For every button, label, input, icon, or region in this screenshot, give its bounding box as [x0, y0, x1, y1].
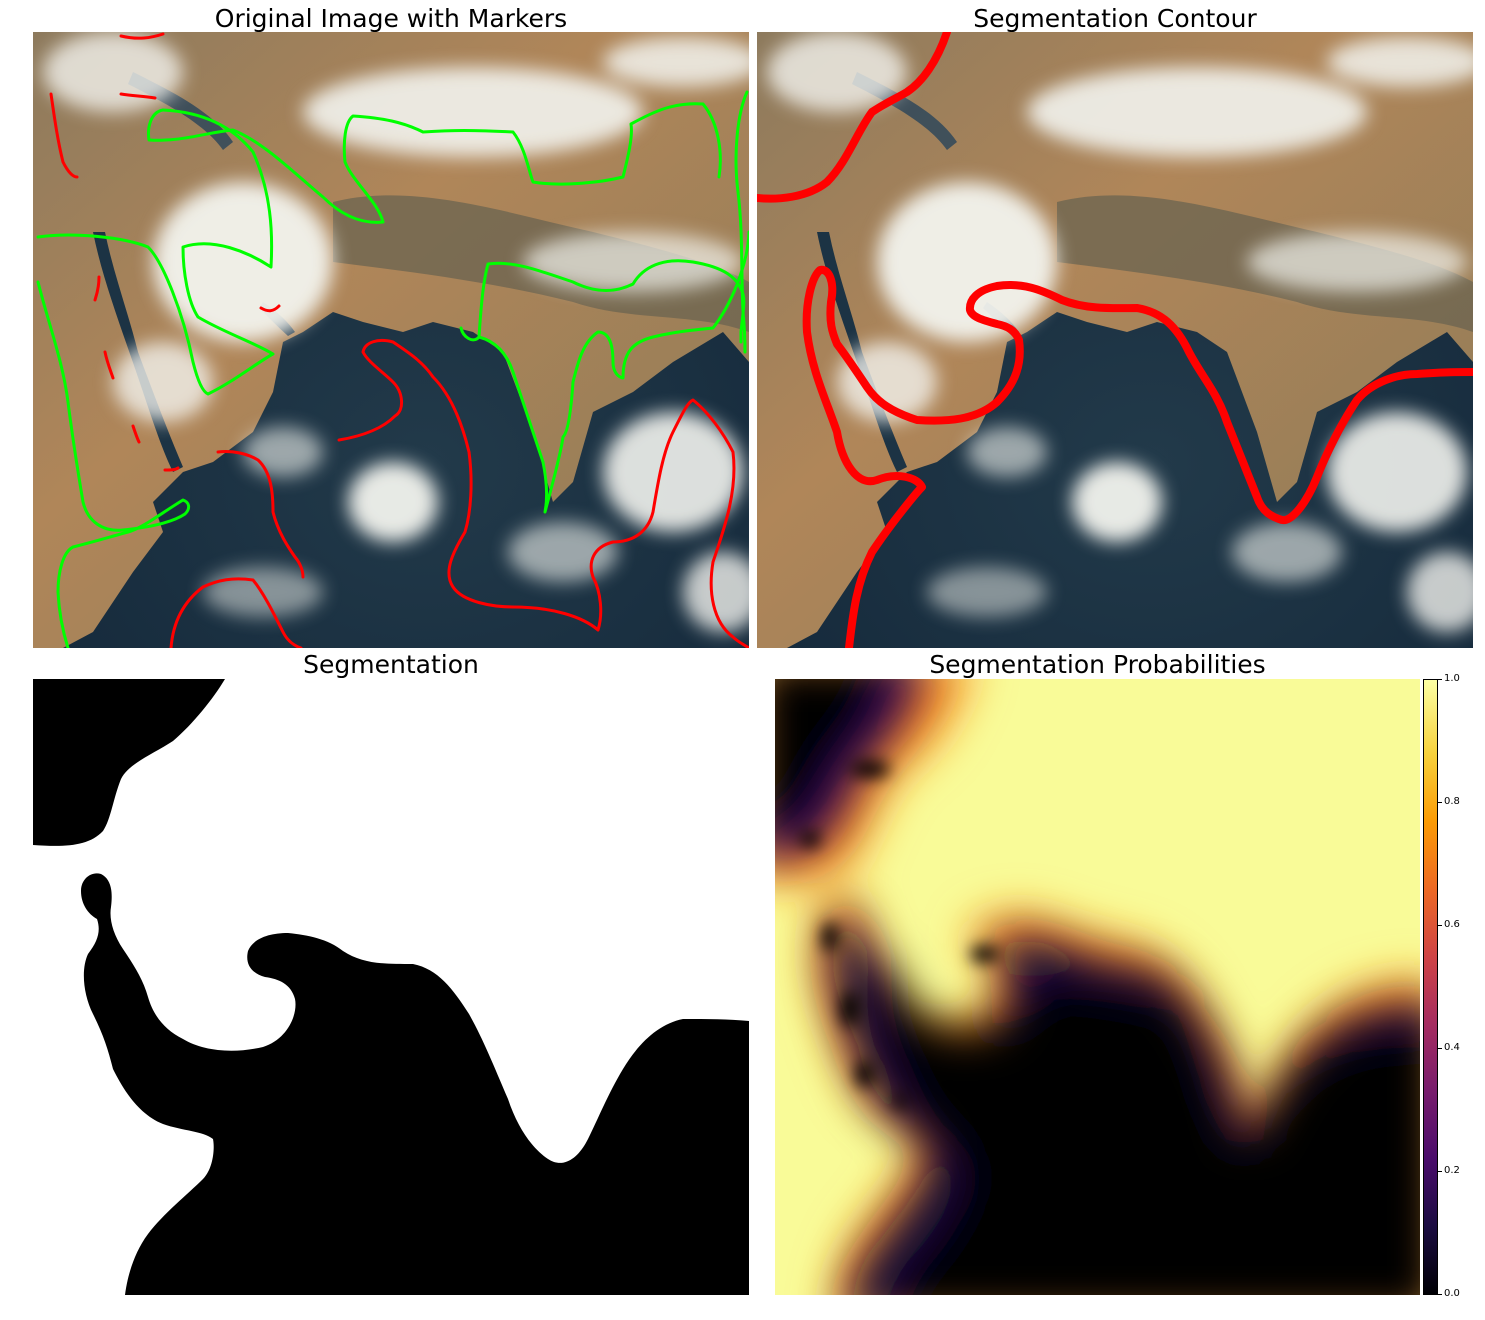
colorbar-tick-label: 0.8: [1444, 796, 1460, 807]
colorbar-tick-label: 0.2: [1444, 1165, 1460, 1176]
colorbar-tick-label: 0.6: [1444, 919, 1460, 930]
segmentation-background-bottom: [81, 873, 749, 1295]
title-segmentation-probabilities: Segmentation Probabilities: [929, 650, 1266, 679]
colorbar-tick-mark: [1438, 1048, 1442, 1049]
background-marker-4: [93, 275, 101, 302]
colorbar-tick-label: 0.4: [1444, 1042, 1460, 1053]
background-marker-8: [163, 466, 180, 472]
foreground-marker-west: [36, 280, 191, 648]
background-marker-6: [131, 424, 141, 444]
segmentation-contour-image: [757, 32, 1473, 648]
segmentation-contour-top: [757, 32, 951, 203]
segmentation-contour-main: [802, 265, 1473, 648]
title-segmentation-contour: Segmentation Contour: [973, 4, 1257, 33]
segmentation-mask: [33, 679, 749, 1295]
background-marker-2: [119, 92, 157, 100]
colorbar-tick-label: 1.0: [1444, 673, 1460, 684]
colorbar-tick-mark: [1438, 1294, 1442, 1295]
segmentation-probability-map: [775, 679, 1420, 1295]
background-marker-arabian-sea: [337, 338, 749, 648]
background-marker-3: [119, 32, 165, 40]
segmentation-background-topleft: [33, 679, 225, 846]
title-original-with-markers: Original Image with Markers: [214, 4, 568, 33]
background-marker-7: [259, 304, 281, 313]
colorbar-tick-mark: [1438, 1171, 1442, 1172]
colorbar-tick-mark: [1438, 679, 1442, 680]
foreground-marker-east: [734, 90, 749, 354]
title-segmentation: Segmentation: [303, 650, 479, 679]
colorbar-tick-mark: [1438, 925, 1442, 926]
colorbar-tick-mark: [1438, 802, 1442, 803]
foreground-marker-arabia: [36, 102, 722, 396]
background-marker-5: [103, 350, 115, 380]
colorbar: [1423, 679, 1438, 1295]
background-marker-1: [49, 92, 79, 179]
colorbar-tick-label: 0.0: [1444, 1288, 1460, 1299]
original-image-with-markers: [33, 32, 749, 648]
background-marker-somalia: [216, 450, 305, 579]
background-marker-south: [169, 577, 303, 648]
